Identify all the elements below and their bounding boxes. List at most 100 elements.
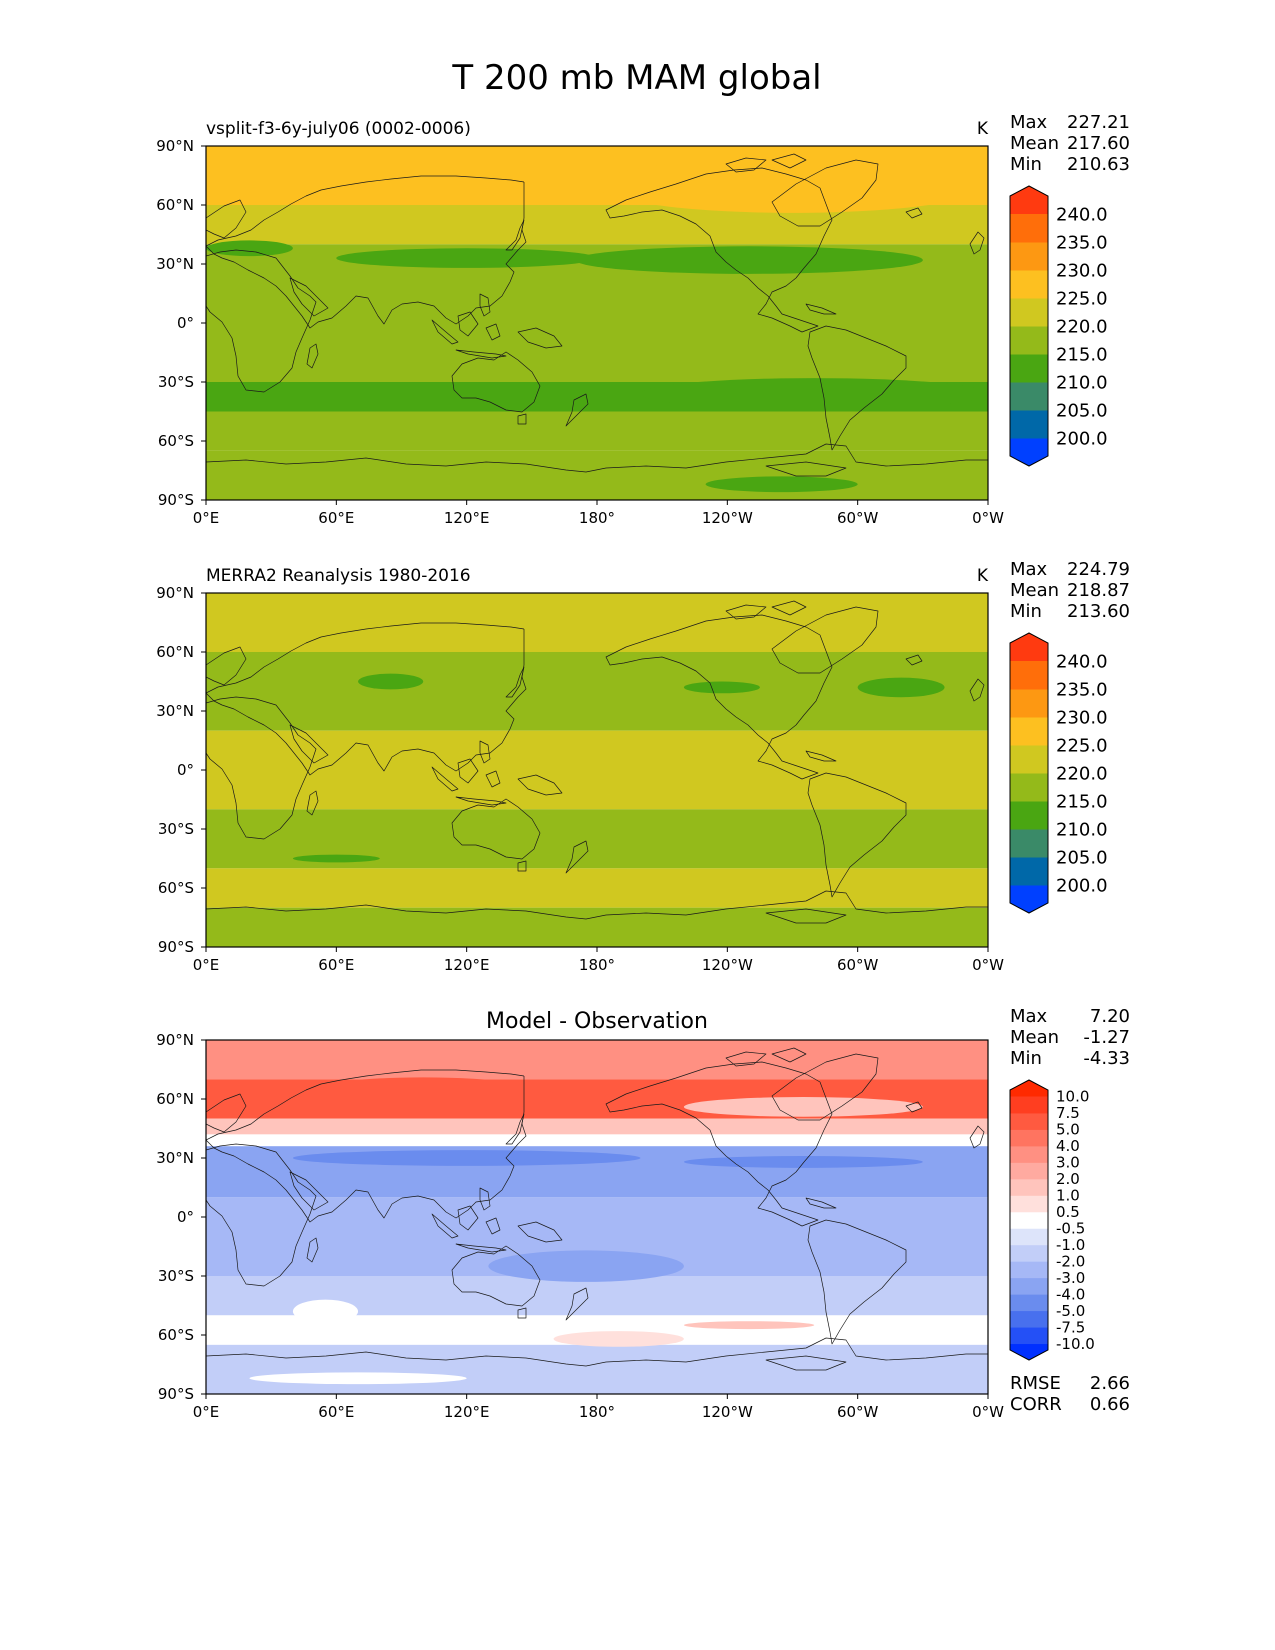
colorbar-segment — [1010, 1195, 1048, 1213]
stat-value: 0.66 — [1090, 1394, 1130, 1415]
colorbar-segment — [1010, 410, 1048, 439]
colorbar-segment — [1010, 661, 1048, 690]
contour-region-8 — [249, 1372, 467, 1385]
zonal-band-1 — [206, 652, 988, 731]
contour-region-1 — [336, 248, 597, 268]
contour-region-2 — [857, 677, 945, 698]
contour-region-1 — [683, 1097, 923, 1117]
figure-title: T 200 mb MAM global — [451, 58, 821, 98]
y-tick-label: 60°S — [158, 1326, 194, 1344]
x-tick-label: 0°E — [193, 1403, 220, 1421]
colorbar-segment — [1010, 1327, 1048, 1345]
stats-block: Max 224.79 Mean 218.87 Min 213.60 — [1010, 559, 1130, 622]
x-tick-label: 60°W — [837, 1403, 879, 1421]
stat-value: 224.79 — [1067, 559, 1130, 580]
colorbar-segment — [1010, 1129, 1048, 1147]
x-tick-label: 0°E — [193, 956, 220, 974]
x-tick-label: 180° — [579, 1403, 615, 1421]
stat-label: Mean — [1010, 580, 1059, 601]
zonal-band-2 — [206, 1118, 988, 1135]
colorbar-segment — [1010, 298, 1048, 327]
colorbar-segment — [1010, 242, 1048, 271]
colorbar-tick-label: 3.0 — [1056, 1154, 1080, 1172]
zonal-band-4 — [206, 411, 988, 451]
colorbar-segment — [1010, 1294, 1048, 1312]
stat-label: Max — [1010, 1006, 1048, 1027]
y-tick-label: 90°S — [158, 491, 194, 509]
x-tick-label: 0°W — [972, 1403, 1004, 1421]
y-tick-label: 90°N — [156, 137, 194, 155]
colorbar-tick-label: 235.0 — [1056, 232, 1108, 253]
colorbar-segment — [1010, 1145, 1048, 1163]
y-tick-label: 0° — [177, 761, 194, 779]
panel-diff: Model - Observation 0°E 60°E 120°E 180° 120°W… — [156, 1009, 1004, 1421]
colorbar-extend-high — [1010, 633, 1048, 661]
colorbar-segment — [1010, 326, 1048, 355]
x-tick-label: 60°E — [318, 1403, 354, 1421]
colorbar-tick-label: 235.0 — [1056, 679, 1108, 700]
stat-value: 218.87 — [1067, 580, 1130, 601]
colorbar-segment — [1010, 689, 1048, 718]
colorbar-tick-label: -2.0 — [1056, 1252, 1085, 1270]
map-area — [206, 146, 988, 500]
x-tick-label: 0°W — [972, 509, 1004, 527]
colorbar-tick-label: -0.5 — [1056, 1219, 1085, 1237]
y-tick-label: 90°S — [158, 1385, 194, 1403]
contour-region-0 — [358, 673, 424, 690]
colorbar-segment — [1010, 717, 1048, 746]
contour-region-4 — [206, 240, 293, 257]
colorbar-segment — [1010, 1178, 1048, 1196]
colorbar-segment — [1010, 1228, 1048, 1246]
colorbar-tick-label: 7.5 — [1056, 1104, 1080, 1122]
stats-block: Max 7.20 Mean -1.27 Min -4.33 RMSE 2.66 CORR 0.66 — [1010, 1006, 1130, 1415]
colorbar-segment — [1010, 214, 1048, 243]
colorbar-tick-label: 215.0 — [1056, 791, 1108, 812]
units-label: K — [977, 119, 989, 139]
colorbar-tick-label: 215.0 — [1056, 344, 1108, 365]
contour-region-2 — [292, 1150, 641, 1166]
colorbar-tick-label: 10.0 — [1056, 1088, 1089, 1106]
colorbar-segment — [1010, 801, 1048, 830]
y-tick-label: 60°S — [158, 879, 194, 897]
x-tick-label: 180° — [579, 956, 615, 974]
contour-region-6 — [553, 1331, 684, 1347]
stat-value: -1.27 — [1083, 1027, 1130, 1048]
colorbar: 200.0 205.0 210.0 215.0 220.0 225.0 230.0 235.0… — [1009, 632, 1108, 914]
x-tick-label: 60°W — [837, 956, 879, 974]
panel-title: MERRA2 Reanalysis 1980-2016 — [206, 566, 471, 586]
y-tick-label: 0° — [177, 1208, 194, 1226]
stat-label: Min — [1010, 1048, 1042, 1069]
y-tick-label: 30°N — [156, 1149, 194, 1167]
stat-value: 217.60 — [1067, 133, 1130, 154]
contour-region-0 — [575, 246, 923, 274]
colorbar-segment — [1010, 1096, 1048, 1114]
stat-value: 213.60 — [1067, 601, 1130, 622]
colorbar-segment — [1010, 1310, 1048, 1328]
colorbar-tick-label: 225.0 — [1056, 735, 1108, 756]
y-tick-label: 60°N — [156, 196, 194, 214]
colorbar-outline — [1009, 1079, 1049, 1361]
y-tick-label: 60°N — [156, 1090, 194, 1108]
colorbar-tick-label: 220.0 — [1056, 316, 1108, 337]
colorbar-segment — [1010, 354, 1048, 383]
colorbar-segment — [1010, 270, 1048, 299]
colorbar-tick-label: 210.0 — [1056, 372, 1108, 393]
stat-label: Max — [1010, 559, 1048, 580]
colorbar-tick-label: 205.0 — [1056, 400, 1108, 421]
colorbar-segment — [1010, 745, 1048, 774]
stats-block: Max 227.21 Mean 217.60 Min 210.63 — [1010, 112, 1130, 175]
panel-title: vsplit-f3-6y-july06 (0002-0006) — [206, 119, 471, 139]
x-tick-label: 120°E — [444, 1403, 490, 1421]
zonal-band-8 — [206, 1344, 988, 1394]
map-area — [206, 1040, 988, 1394]
colorbar: 200.0 205.0 210.0 215.0 220.0 225.0 230.0 235.0… — [1009, 185, 1108, 467]
stat-label: CORR — [1010, 1394, 1062, 1415]
colorbar-extend-high — [1010, 186, 1048, 214]
contour-region-4 — [488, 1250, 684, 1282]
colorbar-extend-high — [1010, 1080, 1048, 1097]
x-tick-label: 60°E — [318, 956, 354, 974]
panels: vsplit-f3-6y-july06 (0002-0006) K 0°E 60°E 1… — [156, 112, 1130, 1421]
contour-region-9 — [683, 1321, 815, 1330]
colorbar-extend-low — [1010, 438, 1048, 466]
